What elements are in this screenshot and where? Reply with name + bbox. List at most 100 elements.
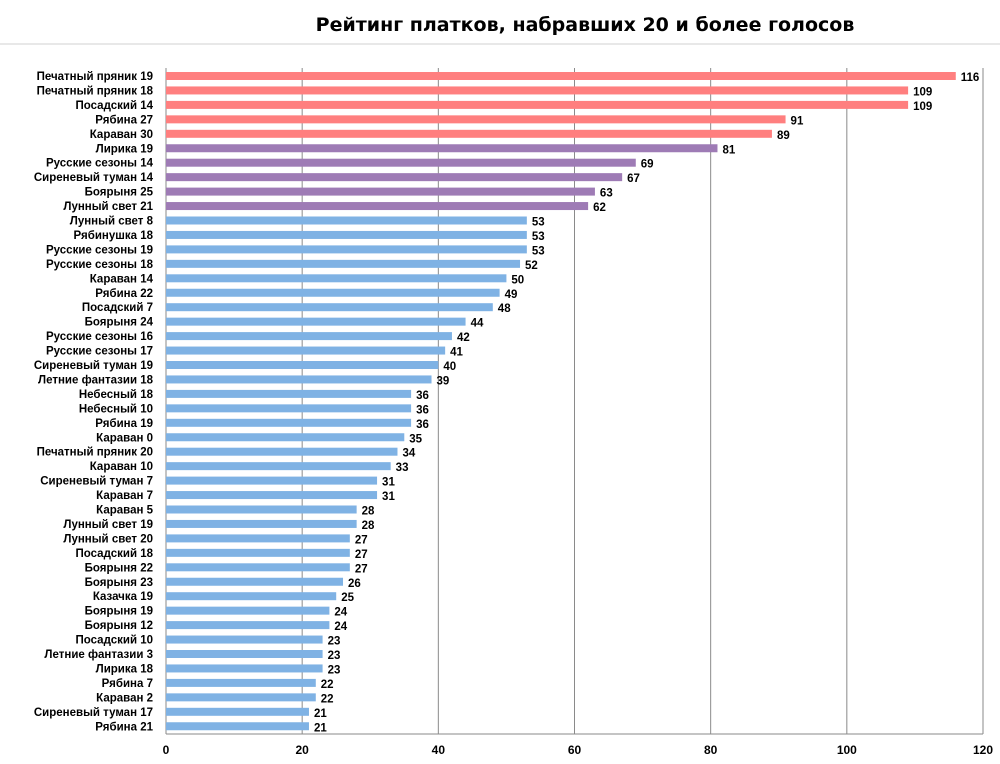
category-label: Посадский 10 [76,635,154,647]
bar [166,621,330,630]
data-label: 53 [532,217,545,229]
category-label: Русские сезоны 19 [46,244,153,256]
data-label: 21 [314,722,327,734]
data-label: 35 [409,433,422,445]
data-label: 28 [362,506,375,518]
bar [166,534,350,543]
category-label: Посадский 18 [76,548,154,560]
category-label: Казачка 19 [93,591,153,603]
data-label: 27 [355,549,368,561]
category-label: Караван 5 [96,505,153,517]
category-label: Сиреневый туман 14 [34,172,154,184]
bar [166,158,636,167]
category-label: Лунный свет 19 [63,519,153,531]
bar [166,129,772,138]
grid-lines [165,68,984,734]
data-label: 23 [328,650,341,662]
bar [166,259,521,268]
x-tick-label: 20 [295,743,309,757]
bar [166,303,493,312]
bar [166,144,718,153]
bar [166,462,391,471]
bar [166,375,432,384]
bar [166,187,595,196]
category-label: Рябина 19 [95,418,153,430]
bar [166,491,378,500]
bar [166,635,323,644]
bar [166,216,527,225]
bar [166,404,412,413]
category-label: Летние фантазии 18 [38,374,154,386]
x-tick-label: 0 [163,743,170,757]
category-label: Караван 30 [90,129,153,141]
data-label: 53 [532,245,545,257]
category-label: Караван 7 [96,490,153,502]
data-label: 24 [334,621,347,633]
category-label: Лирика 18 [96,663,154,675]
bar [166,447,398,456]
data-label: 53 [532,231,545,243]
bar [166,519,357,528]
x-tick-label: 80 [704,743,718,757]
data-label: 36 [416,419,429,431]
bar [166,606,330,615]
data-label: 22 [321,679,334,691]
data-label: 42 [457,332,470,344]
data-label: 27 [355,563,368,575]
data-label: 89 [777,130,790,142]
bar [166,650,323,658]
category-label: Русские сезоны 17 [46,346,153,358]
bar [166,664,323,673]
data-label: 109 [913,101,932,113]
category-label: Лунный свет 20 [63,533,153,545]
category-label: Боярыня 22 [85,562,153,574]
category-label: Посадский 7 [82,302,153,314]
bar [166,173,623,182]
category-label: Русские сезоны 16 [46,331,153,343]
category-label: Караван 2 [96,692,153,704]
category-label: Боярыня 19 [85,606,153,618]
x-tick-label: 100 [837,743,857,757]
category-label: Русские сезоны 18 [46,259,154,271]
data-label: 31 [382,477,395,489]
category-label: Рябинушка 18 [74,230,154,242]
bar [166,86,909,95]
data-label: 67 [627,173,640,185]
category-label: Боярыня 12 [85,620,153,632]
data-label: 69 [641,159,654,171]
data-label: 34 [402,448,415,460]
data-label: 36 [416,404,429,416]
x-tick-labels: 0 20 40 60 80 100 120 [163,743,994,757]
bar [166,418,412,427]
bars [166,72,956,731]
category-label: Печатный пряник 18 [37,85,154,97]
bar [166,678,316,687]
category-label: Сиреневый туман 17 [34,707,153,719]
bar [166,202,589,211]
category-label: Сиреневый туман 19 [34,360,153,372]
category-label: Сиреневый туман 7 [40,476,153,488]
category-label: Рябина 27 [95,114,153,126]
category-label: Небесный 10 [79,403,153,415]
data-label: 44 [471,318,484,330]
data-label: 21 [314,708,327,720]
data-label: 62 [593,202,606,214]
bar [166,100,909,109]
bar [166,707,309,716]
category-label: Боярыня 25 [85,187,154,199]
category-label: Рябина 21 [95,721,153,733]
x-tick-label: 60 [568,743,582,757]
category-labels: Печатный пряник 19 Печатный пряник 18 Поса… [34,71,154,733]
category-label: Боярыня 23 [85,577,153,589]
category-label: Караван 10 [90,461,153,473]
bar [166,563,350,572]
category-label: Караван 14 [90,273,154,285]
category-label: Небесный 18 [79,389,154,401]
category-label: Рябина 7 [102,678,153,690]
category-label: Русские сезоны 14 [46,158,154,170]
data-label: 63 [600,188,613,200]
data-label: 33 [396,462,409,474]
data-label: 26 [348,578,361,590]
data-label: 25 [341,592,354,604]
data-label: 116 [961,72,980,84]
